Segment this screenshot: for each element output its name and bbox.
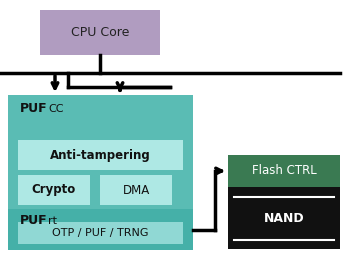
- Text: Flash CTRL: Flash CTRL: [252, 164, 316, 177]
- Text: CPU Core: CPU Core: [71, 26, 129, 39]
- Bar: [40, 10, 160, 55]
- Text: DMA: DMA: [122, 183, 150, 197]
- Text: rt: rt: [48, 216, 57, 226]
- Text: CC: CC: [48, 104, 63, 114]
- Bar: [8, 95, 193, 250]
- Text: PUF: PUF: [20, 214, 48, 227]
- Text: OTP / PUF / TRNG: OTP / PUF / TRNG: [52, 228, 149, 238]
- Bar: [228, 155, 340, 187]
- Text: Anti-tampering: Anti-tampering: [50, 148, 151, 162]
- Bar: [18, 175, 90, 205]
- Bar: [228, 187, 340, 249]
- Bar: [18, 140, 183, 170]
- Text: Crypto: Crypto: [32, 183, 76, 197]
- Text: PUF: PUF: [20, 103, 48, 116]
- Bar: [100, 175, 172, 205]
- Bar: [8, 209, 193, 250]
- Text: NAND: NAND: [264, 212, 304, 225]
- Bar: [18, 222, 183, 244]
